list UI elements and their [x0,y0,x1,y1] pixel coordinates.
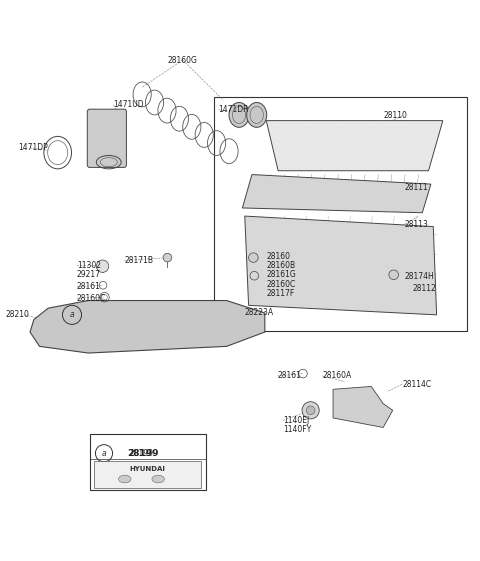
Text: 28160G: 28160G [168,56,198,65]
Ellipse shape [152,475,164,483]
Text: 28114C: 28114C [402,380,432,389]
Text: 28111: 28111 [405,183,428,192]
Text: 1140EJ: 1140EJ [283,416,309,425]
Ellipse shape [247,103,267,127]
Polygon shape [245,216,437,315]
Text: 28160C: 28160C [267,280,296,289]
Circle shape [249,253,258,263]
Text: 28160B: 28160B [267,261,296,270]
Text: 28199: 28199 [127,449,158,458]
Polygon shape [242,174,431,213]
Text: 28160: 28160 [267,252,291,261]
Text: 28117F: 28117F [267,289,295,298]
Polygon shape [266,121,443,171]
Text: 1471DP: 1471DP [18,143,48,153]
Circle shape [302,402,319,419]
Text: 1471DR: 1471DR [218,105,249,114]
Text: 28160C: 28160C [77,293,106,302]
Ellipse shape [229,103,249,127]
Text: a: a [102,449,106,458]
Text: 28161: 28161 [77,282,101,291]
Circle shape [389,270,398,279]
Text: 28161G: 28161G [267,270,297,279]
Text: 28223A: 28223A [245,308,274,317]
Text: 28171B: 28171B [124,256,154,265]
Bar [95,461,201,488]
Text: 1140FY: 1140FY [283,425,311,434]
Bar [214,96,467,330]
Bar [90,434,205,490]
Text: a: a [70,310,74,319]
Text: 28161: 28161 [277,371,301,380]
Text: 1471UD: 1471UD [114,100,144,109]
Text: 28174H: 28174H [405,272,434,281]
Text: 28110: 28110 [383,111,407,121]
Text: 28113: 28113 [405,220,429,229]
Text: 29217: 29217 [77,270,101,279]
Text: 28199: 28199 [129,449,153,458]
Text: HYUNDAI: HYUNDAI [130,466,166,472]
Polygon shape [333,387,393,427]
Ellipse shape [119,475,131,483]
Text: 28160A: 28160A [322,371,351,380]
FancyBboxPatch shape [87,109,126,167]
Text: 28112: 28112 [413,284,436,293]
Circle shape [96,260,109,273]
Text: 11302: 11302 [77,261,101,270]
Circle shape [163,254,172,262]
Circle shape [306,406,315,415]
Text: 28210: 28210 [5,310,29,319]
Polygon shape [30,301,265,353]
